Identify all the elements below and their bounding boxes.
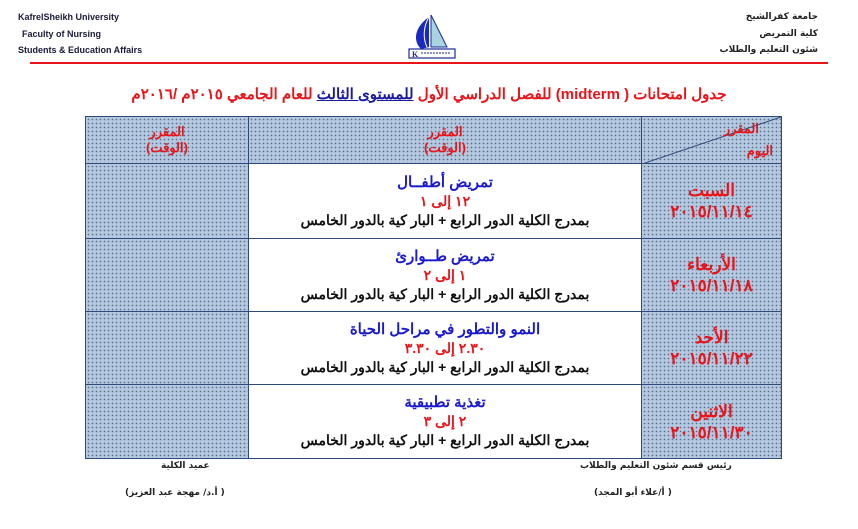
exam-time: ٢.٣٠ إلى ٣.٣٠ [404, 339, 486, 356]
svg-text:K: K [412, 50, 419, 59]
exam-time: ١ إلى ٢ [423, 266, 467, 283]
table-row: الأحد ٢٠١٥/١١/٢٢ النمو والتطور في مراحل ا… [85, 311, 782, 385]
date-label: ٢٠١٥/١١/١٨ [670, 276, 753, 295]
university-name-ar: جامعة كفرالشيخ [745, 12, 818, 22]
empty-cell [85, 384, 249, 459]
date-label: ٢٠١٥/١١/٣٠ [670, 422, 753, 442]
table-row: السبت ٢٠١٥/١١/١٤ تمريض أطفــال ١٢ إلى ١ بمد… [85, 163, 782, 239]
university-name-en: KafrelSheikh University [18, 12, 120, 22]
corner-course-label: المقرر [723, 121, 759, 136]
affairs-head-title: رئيس قسم شئون التعليم والطلاب [580, 461, 732, 471]
corner-header-cell: المقرر اليوم [641, 116, 782, 164]
course-name: تمريض طــوارئ [395, 247, 495, 265]
faculty-name-en: Faculty of Nursing [22, 29, 102, 39]
exam-location: بمدرج الكلية الدور الرابع + البار كية با… [300, 432, 590, 448]
empty-cell [85, 311, 249, 385]
course-cell: تمريض طــوارئ ١ إلى ٢ بمدرج الكلية الدور ا… [248, 238, 642, 312]
empty-cell [85, 163, 249, 239]
day-cell: الأحد ٢٠١٥/١١/٢٢ [641, 311, 782, 385]
course-header-cell-2: المقرر (الوقت) [85, 116, 249, 164]
diagonal-line [642, 117, 781, 164]
header-divider [30, 62, 828, 64]
exam-location: بمدرج الكلية الدور الرابع + البار كية با… [300, 358, 590, 375]
day-label: الأحد [694, 328, 729, 347]
title-part-2: للعام الجامعي ٢٠١٥م /٢٠١٦م [131, 86, 317, 103]
affairs-head-name: ( أ/علاء أبو المجد) [594, 488, 672, 498]
page-title: جدول امتحانات ( midterm) للفصل الدراسي ا… [0, 85, 858, 103]
day-label: الأربعاء [687, 255, 736, 274]
exam-time: ١٢ إلى ١ [419, 192, 471, 209]
course-cell: تغذية تطبيقية ٢ إلى ٣ بمدرج الكلية الدور ا… [248, 384, 642, 459]
date-label: ٢٠١٥/١١/١٤ [670, 202, 753, 221]
time-header-label: (الوقت) [146, 140, 188, 155]
header-row: المقرر اليوم المقرر (الوقت) المقرر (الوق… [85, 116, 782, 164]
course-header-cell: المقرر (الوقت) [248, 116, 642, 164]
day-cell: السبت ٢٠١٥/١١/١٤ [641, 163, 782, 239]
day-label: الاثنين [690, 401, 733, 421]
time-header-label: (الوقت) [424, 140, 466, 155]
exam-location: بمدرج الكلية الدور الرابع + البار كية با… [300, 285, 590, 302]
day-label: السبت [688, 181, 735, 200]
title-part-1: جدول امتحانات ( midterm) للفصل الدراسي ا… [413, 86, 727, 103]
day-cell: الأربعاء ٢٠١٥/١١/١٨ [641, 238, 782, 312]
table-row: الأربعاء ٢٠١٥/١١/١٨ تمريض طــوارئ ١ إلى ٢ ب… [85, 238, 782, 312]
course-header-label: المقرر [427, 124, 463, 139]
course-header-label: المقرر [149, 124, 185, 139]
course-cell: تمريض أطفــال ١٢ إلى ١ بمدرج الكلية الدور … [248, 163, 642, 239]
course-name: تمريض أطفــال [397, 173, 493, 191]
course-name: تغذية تطبيقية [404, 394, 486, 411]
dean-name: ( أ.د/ مهجة عبد العزيز) [125, 488, 225, 498]
exam-schedule-table: المقرر اليوم المقرر (الوقت) المقرر (الوق… [85, 116, 782, 459]
course-cell: النمو والتطور في مراحل الحياة ٢.٣٠ إلى ٣.… [248, 311, 642, 385]
title-level: للمستوى الثالث [316, 86, 414, 103]
date-label: ٢٠١٥/١١/٢٢ [670, 349, 753, 368]
course-name: النمو والتطور في مراحل الحياة [349, 320, 541, 338]
department-name-en: Students & Education Affairs [18, 45, 143, 55]
faculty-name-ar: كلية التمريض [759, 29, 818, 39]
exam-time: ٢ إلى ٣ [423, 413, 467, 429]
corner-day-label: اليوم [746, 143, 773, 158]
table-row: الاثنين ٢٠١٥/١١/٣٠ تغذية تطبيقية ٢ إلى ٣ بم… [85, 384, 782, 459]
dean-title: عميد الكلية [161, 461, 210, 471]
department-name-ar: شئون التعليم والطلاب [719, 45, 818, 55]
empty-cell [85, 238, 249, 312]
exam-location: بمدرج الكلية الدور الرابع + البار كية با… [300, 211, 590, 228]
day-cell: الاثنين ٢٠١٥/١١/٣٠ [641, 384, 782, 459]
university-logo-icon: K [408, 14, 456, 59]
